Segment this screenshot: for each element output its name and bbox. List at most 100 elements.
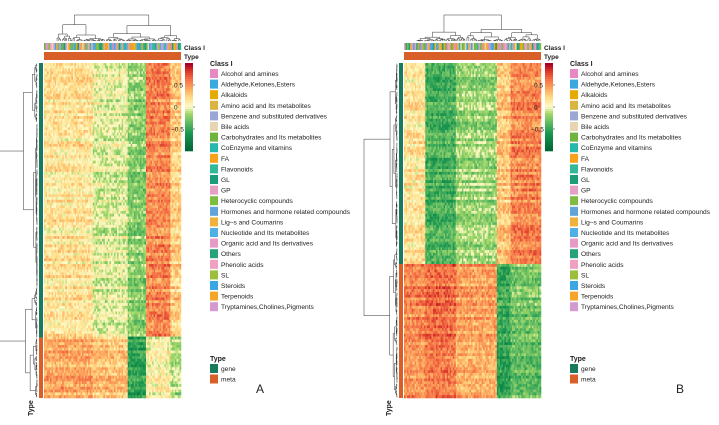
heatmap-cell <box>161 205 163 209</box>
heatmap-cell <box>57 197 60 201</box>
heatmap-cell <box>48 160 51 164</box>
heatmap-cell <box>156 132 159 136</box>
heatmap-cell <box>159 118 162 122</box>
heatmap-cell <box>142 166 145 170</box>
heatmap-cell <box>118 183 121 187</box>
heatmap-cell <box>130 171 133 175</box>
heatmap-cell <box>57 76 60 80</box>
heatmap-cell <box>162 76 165 80</box>
heatmap-cell <box>63 79 66 83</box>
heatmap-cell <box>79 197 81 201</box>
heatmap-cell <box>110 88 113 92</box>
heatmap-cell <box>107 90 110 94</box>
heatmap-cell <box>100 177 103 181</box>
heatmap-cell <box>59 79 61 83</box>
heatmap-cell <box>65 143 68 147</box>
heatmap-cell <box>88 76 90 80</box>
heatmap-cell <box>75 82 78 86</box>
heatmap-cell <box>72 138 75 142</box>
heatmap-cell <box>63 85 66 89</box>
heatmap-cell <box>152 104 154 108</box>
heatmap-cell <box>165 85 168 89</box>
heatmap-cell <box>74 152 77 156</box>
heatmap-cell <box>156 107 159 111</box>
heatmap-cell <box>85 116 87 120</box>
heatmap-cell <box>149 65 151 69</box>
heatmap-cell <box>145 104 148 108</box>
heatmap-cell <box>167 107 170 111</box>
heatmap-cell <box>60 194 63 198</box>
heatmap-cell <box>118 102 121 106</box>
heatmap-cell <box>139 197 142 201</box>
heatmap-cell <box>95 155 98 159</box>
heatmap-cell <box>141 71 144 75</box>
heatmap-cell <box>94 199 96 203</box>
heatmap-cell <box>174 96 177 100</box>
heatmap-cell <box>109 104 112 108</box>
class-annotation-cell <box>165 43 168 50</box>
heatmap-cell <box>120 82 122 86</box>
heatmap-cell <box>51 213 54 217</box>
heatmap-cell <box>162 110 165 114</box>
heatmap-cell <box>86 90 89 94</box>
heatmap-cell <box>44 82 46 86</box>
heatmap-cell <box>156 93 159 97</box>
heatmap-cell <box>123 143 125 147</box>
heatmap-cell <box>168 157 171 161</box>
heatmap-cell <box>118 141 121 145</box>
heatmap-cell <box>69 96 72 100</box>
heatmap-cell <box>86 163 89 167</box>
heatmap-cell <box>82 65 84 69</box>
heatmap-cell <box>174 177 177 181</box>
heatmap-cell <box>82 157 84 161</box>
heatmap-cell <box>45 74 48 78</box>
row-type-block <box>39 63 43 338</box>
heatmap-cell <box>68 141 71 145</box>
heatmap-cell <box>179 174 182 178</box>
heatmap-cell <box>152 185 154 189</box>
heatmap-cell <box>53 130 55 134</box>
heatmap-cell <box>124 68 127 72</box>
heatmap-cell <box>107 107 110 111</box>
heatmap-cell <box>80 194 83 198</box>
heatmap-cell <box>112 82 115 86</box>
heatmap-cell <box>152 152 154 156</box>
heatmap-cell <box>74 113 77 117</box>
heatmap-cell <box>168 152 171 156</box>
heatmap-cell <box>54 160 57 164</box>
heatmap-cell <box>173 210 176 214</box>
class-annotation-cell <box>123 43 125 50</box>
heatmap-cell <box>147 71 150 75</box>
heatmap-cell <box>132 96 135 100</box>
heatmap-cell <box>152 93 154 97</box>
heatmap-cell <box>59 213 61 217</box>
heatmap-cell <box>124 205 127 209</box>
heatmap-cell <box>63 74 66 78</box>
heatmap-cell <box>80 210 83 214</box>
heatmap-cell <box>145 68 148 72</box>
heatmap-cell <box>164 146 167 150</box>
heatmap-cell <box>74 183 77 187</box>
heatmap-cell <box>158 183 160 187</box>
heatmap-cell <box>115 174 118 178</box>
heatmap-cell <box>176 171 179 175</box>
heatmap-cell <box>120 205 122 209</box>
heatmap-cell <box>88 96 90 100</box>
heatmap-cell <box>171 185 174 189</box>
heatmap-cell <box>114 152 116 156</box>
heatmap-cell <box>94 177 96 181</box>
heatmap-cell <box>53 96 55 100</box>
heatmap-cell <box>101 163 104 167</box>
heatmap-cell <box>109 152 112 156</box>
heatmap-cell <box>88 121 90 125</box>
heatmap-cell <box>106 177 109 181</box>
heatmap-cell <box>109 169 112 173</box>
heatmap-cell <box>173 183 176 187</box>
heatmap-cell <box>152 138 154 142</box>
heatmap-cell <box>133 82 136 86</box>
heatmap-cell <box>60 68 63 72</box>
heatmap-cell <box>44 169 46 173</box>
heatmap-cell <box>126 104 128 108</box>
heatmap-cell <box>170 90 173 94</box>
heatmap-cell <box>92 202 95 206</box>
